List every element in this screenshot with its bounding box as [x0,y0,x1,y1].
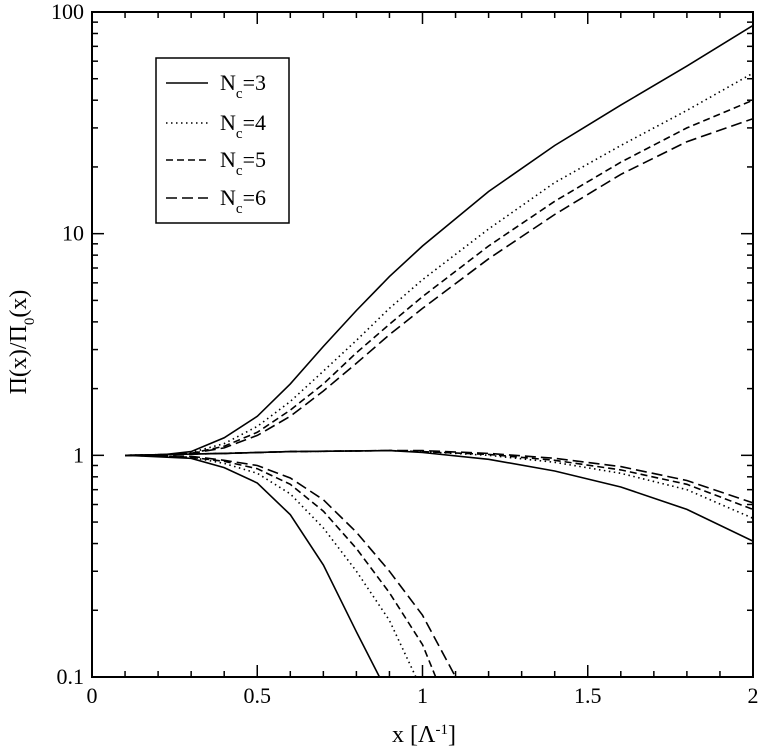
series-line-nc4-branch-3 [125,454,417,677]
series-line-nc6-branch-2 [125,449,753,504]
y-axis-label-main: Π(x)/Π [6,325,32,394]
x-tick-label: 0.5 [244,683,272,708]
legend-box [155,57,290,224]
y-axis-label-sub: 0 [22,318,38,326]
series-line-nc5-branch-1 [125,99,753,457]
y-tick-label: 10 [62,221,84,246]
y-tick-label: 1 [73,442,84,467]
series-line-nc6-branch-1 [125,117,753,457]
legend: Nc=3 Nc=4 Nc=5 Nc=6 [155,57,290,224]
axis-tick-labels: 0 0.5 1 1.5 2 0.1 1 10 100 [51,0,759,708]
legend-label: Nc=5 [220,147,266,179]
legend-label: Nc=4 [220,110,266,142]
x-tick-label: 0 [87,683,98,708]
axis-ticks [91,11,754,678]
legend-label: Nc=3 [220,70,266,102]
series-line-nc5-branch-3 [125,454,437,677]
x-axis-label-main: x [Λ [392,722,436,748]
series-line-nc6-branch-3 [125,454,457,677]
y-axis-label: Π(x)/Π0(x) [6,290,38,395]
x-axis-label-end: ] [448,722,456,748]
x-axis-label: x [Λ-1] [392,722,456,748]
x-axis-label-sup: -1 [435,722,448,738]
series-line-nc3-branch-1 [125,24,753,457]
plot-lines [125,24,753,677]
y-axis-label-end: (x) [6,290,32,318]
x-tick-label: 1.5 [574,683,602,708]
x-tick-label: 1 [417,683,428,708]
x-tick-label: 2 [748,683,759,708]
series-line-nc3-branch-2 [125,449,753,542]
series-line-nc3-branch-3 [125,454,381,677]
y-tick-label: 100 [51,0,84,24]
y-tick-label: 0.1 [57,664,85,689]
legend-label: Nc=6 [220,185,266,217]
